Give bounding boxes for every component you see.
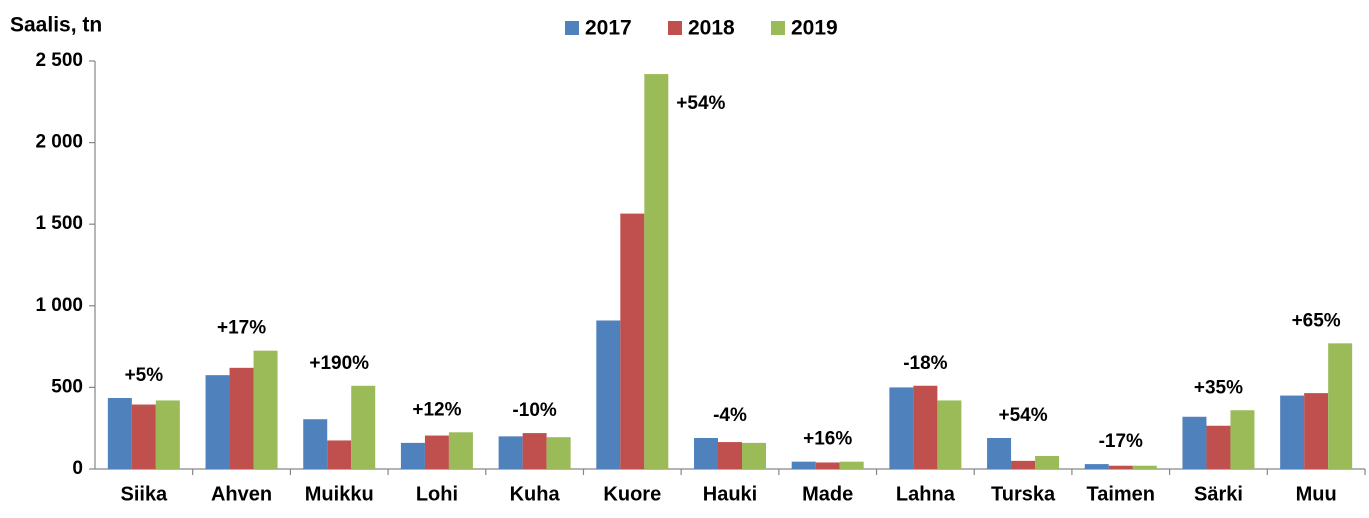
bar: [131, 404, 156, 469]
bar: [1132, 465, 1157, 469]
bar: [351, 385, 376, 469]
bar: [937, 400, 962, 469]
bar: [546, 437, 571, 469]
bar: [107, 398, 132, 469]
annotation: -10%: [512, 400, 556, 421]
bar: [424, 435, 449, 469]
bar: [987, 437, 1012, 469]
bar: [400, 442, 425, 469]
bar: [327, 440, 352, 469]
legend-label: 2019: [791, 17, 838, 40]
x-tick-label: Kuore: [603, 483, 661, 505]
x-tick-label: Lahna: [896, 483, 956, 505]
x-tick-label: Made: [802, 483, 853, 505]
annotation: -18%: [903, 353, 947, 374]
bar: [1182, 416, 1207, 469]
x-tick-label: Taimen: [1086, 483, 1155, 505]
annotation: +54%: [999, 405, 1048, 426]
x-tick-label: Siika: [120, 483, 168, 505]
bar: [1230, 410, 1255, 469]
bar: [644, 74, 669, 469]
bar: [889, 387, 914, 469]
y-tick-label: 2 000: [35, 132, 83, 153]
annotation: +17%: [217, 318, 266, 339]
legend-swatch: [771, 21, 785, 35]
bar: [1280, 395, 1305, 469]
bar: [498, 436, 523, 469]
annotation: -17%: [1099, 431, 1143, 452]
bar: [718, 442, 742, 469]
y-tick-label: 0: [72, 458, 83, 479]
bar: [596, 320, 621, 469]
annotation: -4%: [713, 405, 747, 426]
x-tick-label: Hauki: [703, 483, 757, 505]
annotation: +5%: [125, 365, 164, 386]
bar: [791, 461, 816, 469]
bar: [742, 442, 766, 469]
bar: [694, 437, 718, 469]
bar: [1035, 455, 1060, 469]
annotation: +65%: [1292, 310, 1341, 331]
bar: [253, 350, 278, 469]
legend-swatch: [565, 21, 579, 35]
bar: [229, 367, 254, 469]
legend-swatch: [668, 21, 682, 35]
y-tick-label: 1 500: [35, 213, 83, 234]
bar: [1304, 393, 1329, 469]
bar: [1108, 465, 1133, 469]
x-tick-label: Särki: [1194, 483, 1243, 505]
annotation: +16%: [803, 429, 852, 450]
bar: [448, 432, 473, 469]
x-tick-label: Muu: [1296, 483, 1337, 505]
annotation: +12%: [412, 399, 461, 420]
bar: [522, 433, 547, 469]
bar: [913, 385, 938, 469]
y-axis-title: Saalis, tn: [10, 14, 102, 37]
bar: [620, 213, 645, 469]
x-tick-label: Lohi: [416, 483, 458, 505]
bar: [1328, 343, 1353, 469]
bar: [205, 375, 230, 469]
bar: [839, 461, 864, 469]
bar: [815, 462, 840, 469]
legend-label: 2018: [688, 17, 735, 40]
y-tick-label: 2 500: [35, 50, 83, 71]
annotation: +35%: [1194, 377, 1243, 398]
annotation: +190%: [309, 353, 369, 374]
bar: [1011, 460, 1036, 469]
bar: [1084, 464, 1109, 469]
bar: [303, 419, 328, 469]
y-tick-label: 1 000: [35, 295, 83, 316]
bar: [155, 400, 180, 469]
x-tick-label: Turska: [991, 483, 1056, 505]
legend-label: 2017: [585, 17, 632, 40]
x-tick-label: Ahven: [211, 483, 272, 505]
x-tick-label: Kuha: [510, 483, 561, 505]
annotation: +54%: [676, 93, 725, 114]
x-tick-label: Muikku: [305, 483, 374, 505]
y-tick-label: 500: [51, 376, 83, 397]
bar: [1206, 425, 1231, 469]
